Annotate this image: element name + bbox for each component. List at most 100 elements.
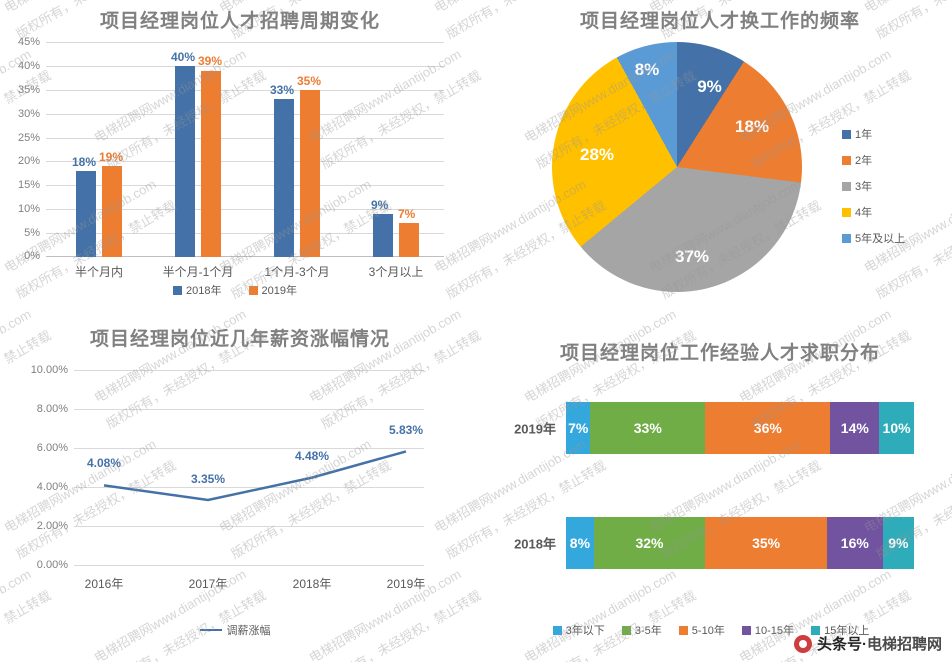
segment: 32%	[593, 517, 706, 569]
x-category-label: 2016年	[84, 577, 124, 591]
bar-2018	[175, 65, 195, 257]
point-value-label: 3.35%	[190, 472, 226, 486]
ytick: 4.00%	[36, 481, 68, 493]
legend-line-swatch	[199, 629, 222, 631]
ytick: 45%	[17, 36, 40, 48]
ytick: 2.00%	[36, 520, 68, 532]
chart-experience-distribution: 项目经理岗位工作经验人才求职分布 2019年 7% 33% 36% 14% 10…	[470, 322, 952, 662]
row-label: 2018年	[514, 536, 556, 552]
bar-value-label: 39%	[198, 54, 223, 69]
plot-area-salary-growth: 10.00% 8.00% 6.00% 4.00% 2.00% 0.00% 4.0…	[31, 364, 426, 591]
ytick: 30%	[17, 107, 40, 120]
chart-title-recruit-cycle: 项目经理岗位人才招聘周期变化	[99, 11, 380, 32]
ytick: 10%	[17, 203, 40, 216]
bar-value-label: 18%	[72, 154, 97, 169]
ytick: 20%	[17, 155, 40, 168]
legend-label: 2019年	[261, 285, 298, 297]
x-category-label: 2017年	[188, 577, 228, 591]
pie-slice-label: 8%	[634, 59, 660, 79]
segment: 8%	[566, 517, 594, 569]
legend-swatch-2018	[172, 286, 182, 295]
legend-item: 4年	[842, 204, 905, 220]
segment: 16%	[826, 517, 883, 569]
bar-value-label: 35%	[297, 73, 322, 88]
ytick: 5%	[24, 227, 40, 240]
ytick: 6.00%	[36, 442, 68, 454]
chart-title-experience-distribution: 项目经理岗位工作经验人才求职分布	[559, 343, 880, 364]
bar-value-label: 40%	[171, 49, 196, 64]
segment: 7%	[566, 402, 591, 454]
bar-value-label: 33%	[270, 83, 295, 98]
segment: 14%	[830, 402, 880, 454]
legend-label: 1年	[855, 129, 873, 141]
legend-label: 5-10年	[691, 625, 725, 637]
bar-2019	[201, 70, 221, 257]
bar-2018	[76, 171, 96, 257]
pie-chart: 9% 18% 37% 28% 8%	[552, 42, 802, 292]
legend-item: 5-10年	[678, 622, 725, 638]
bar-group: 40% 39% 半个月-1个月	[153, 42, 243, 279]
legend-item: 2019年	[248, 282, 298, 298]
brand-name: 电梯招聘网	[866, 636, 942, 653]
legend-salary-growth: 调薪涨幅	[0, 622, 470, 638]
legend-swatch	[842, 234, 851, 243]
legend-swatch	[842, 208, 851, 217]
legend-item: 1年	[842, 126, 905, 142]
bar-group: 9% 7% 3个月以上	[351, 42, 441, 279]
legend-label: 3年	[855, 181, 873, 193]
legend-swatch	[678, 626, 688, 635]
legend-swatch	[842, 156, 851, 165]
stacked-bar-row-2018: 2018年 8% 32% 35% 16% 9%	[514, 517, 914, 569]
ytick: 0.00%	[36, 559, 68, 571]
bar-2018	[274, 99, 294, 257]
bar-value-label: 7%	[398, 207, 416, 222]
legend-swatch	[842, 182, 851, 191]
x-category-label: 2018年	[292, 577, 332, 591]
legend-swatch	[552, 626, 562, 635]
legend-label: 3年以下	[565, 625, 605, 637]
legend-label: 3-5年	[634, 625, 662, 637]
chart-job-change-frequency: 项目经理岗位人才换工作的频率 9% 18% 37% 28% 8% 1年 2年 3…	[470, 0, 952, 322]
chart-recruit-cycle: 项目经理岗位人才招聘周期变化 45% 40% 35% 30% 25% 20% 1…	[0, 0, 470, 320]
legend-item: 3年以下	[552, 622, 605, 638]
segment: 9%	[882, 517, 914, 569]
pie-slice-label: 37%	[674, 247, 710, 266]
x-axis-line: 0%	[24, 250, 444, 262]
legend-swatch	[621, 626, 631, 635]
segment: 10%	[879, 402, 914, 454]
legend-label: 2年	[855, 155, 873, 167]
ytick: 40%	[17, 59, 40, 72]
point-value-label: 5.83%	[388, 423, 424, 437]
line-series-svg	[103, 450, 407, 502]
chart-title-job-change-frequency: 项目经理岗位人才换工作的频率	[579, 11, 860, 32]
legend-item: 2年	[842, 152, 905, 168]
legend-item: 3-5年	[621, 622, 662, 638]
ytick: 25%	[17, 131, 40, 144]
point-value-label: 4.08%	[86, 456, 122, 470]
legend-label: 2018年	[185, 285, 222, 297]
legend-label: 5年及以上	[855, 233, 906, 245]
ytick: 0%	[24, 250, 40, 262]
legend-swatch-2019	[248, 286, 258, 295]
pie-slice-label: 9%	[697, 77, 722, 96]
x-category-label: 半个月-1个月	[162, 265, 234, 279]
legend-item: 10-15年	[741, 622, 794, 638]
bar-2019	[399, 223, 419, 257]
legend-recruit-cycle: 2018年 2019年	[0, 282, 470, 298]
ytick: 8.00%	[36, 403, 68, 415]
legend-label: 调薪涨幅	[226, 625, 271, 637]
x-category-label: 2019年	[386, 577, 426, 591]
legend-label: 4年	[855, 207, 873, 219]
segment: 36%	[705, 402, 831, 454]
x-category-label: 3个月以上	[368, 265, 424, 279]
plot-area-recruit-cycle: 45% 40% 35% 30% 25% 20% 15% 10% 5% 0% 18…	[18, 36, 444, 279]
segment: 35%	[705, 517, 827, 569]
legend-swatch	[811, 626, 821, 635]
legend-item: 15年以上	[811, 622, 869, 638]
pie-slice-label: 28%	[579, 144, 615, 164]
legend-swatch	[842, 130, 851, 139]
brand-footer: 头条号·电梯招聘网	[793, 633, 942, 654]
stacked-bar-row-2019: 2019年 7% 33% 36% 14% 10%	[514, 402, 914, 454]
point-value-label: 4.48%	[294, 449, 330, 463]
brand-prefix: 头条号·	[816, 636, 867, 653]
